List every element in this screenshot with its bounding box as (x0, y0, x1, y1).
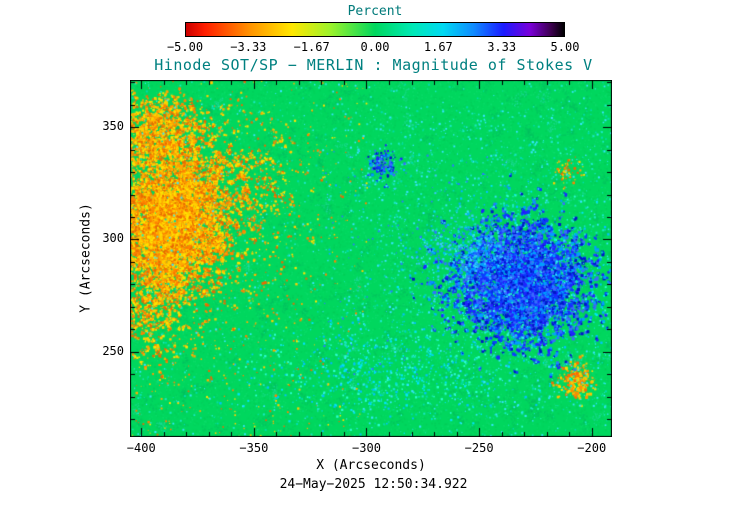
x-tick-label: −400 (126, 441, 156, 455)
colorbar-tick-label: 1.67 (423, 40, 453, 54)
y-tick-label: 250 (102, 343, 124, 358)
colorbar (185, 22, 565, 37)
colorbar-tick-label: −3.33 (230, 40, 267, 54)
x-tick-label: −200 (577, 441, 607, 455)
timestamp: 24−May−2025 12:50:34.922 (279, 477, 468, 492)
colorbar-tick-label: −5.00 (166, 40, 204, 54)
x-tick-label: −350 (239, 441, 269, 455)
heatmap-canvas (130, 80, 612, 437)
colorbar-label: Percent (347, 4, 403, 19)
x-axis-label: X (Arcseconds) (316, 458, 426, 473)
x-tick-label: −300 (352, 441, 381, 455)
x-tick-label: −250 (464, 441, 494, 455)
y-tick-label: 300 (102, 231, 124, 246)
y-tick-label: 350 (102, 119, 124, 134)
colorbar-tick-label: 0.00 (360, 40, 390, 54)
y-axis-label: Y (Arcseconds) (78, 203, 94, 313)
colorbar-tick-label: 3.33 (487, 40, 517, 54)
colorbar-tick-label: −1.67 (293, 40, 330, 54)
colorbar-gradient (186, 23, 564, 36)
colorbar-tick-label: 5.00 (550, 40, 580, 54)
plot-area (130, 80, 612, 437)
plot-title: Hinode SOT/SP − MERLIN : Magnitude of St… (154, 56, 593, 74)
colorbar-tick-labels: −5.00 −3.33 −1.67 0.00 1.67 3.33 5.00 (167, 40, 580, 54)
